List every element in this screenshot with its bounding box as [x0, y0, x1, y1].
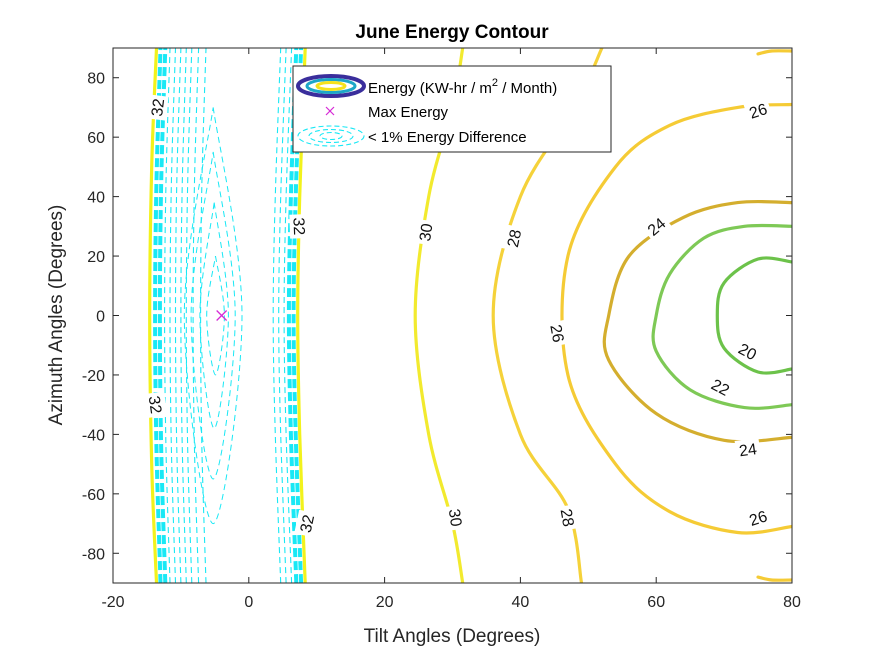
contour-label: 32 [149, 98, 168, 118]
contour-label-bg [545, 319, 570, 347]
contour-label: 28 [557, 508, 577, 529]
legend-diff-label: < 1% Energy Difference [368, 129, 527, 146]
y-tick-label: 60 [87, 130, 105, 147]
y-tick-label: 80 [87, 71, 105, 88]
contour-label-bg [743, 504, 773, 531]
contour-label: 26 [546, 323, 566, 344]
diff-contour-right [283, 48, 293, 583]
diff-contour-inner [199, 202, 229, 429]
y-axis-label: Azimuth Angles (Degrees) [46, 205, 67, 426]
contour-label-bg [743, 97, 773, 124]
y-tick-label: 0 [96, 309, 105, 326]
max-marker-stroke [216, 310, 228, 321]
contour-label: 32 [298, 513, 318, 534]
legend-energy-label: Energy (KW-hr / m2 / Month) [368, 77, 557, 97]
legend-max-marker [325, 106, 335, 116]
contour-label-bg [413, 219, 437, 246]
diff-contour-left [157, 48, 168, 583]
legend-energy-swatch [296, 74, 366, 98]
contour-label: 30 [417, 222, 436, 242]
contour-line-26 [560, 102, 792, 535]
contour-label-bg [294, 509, 319, 538]
x-tick-label: 80 [783, 594, 801, 611]
contour-line-22 [651, 223, 792, 410]
y-tick-label: -80 [82, 546, 105, 563]
y-tick-label: -40 [82, 427, 105, 444]
x-tick-label: 60 [647, 594, 665, 611]
contour-label: 20 [735, 341, 759, 364]
contour-label: 24 [738, 441, 758, 460]
legend-diff-swatch [297, 125, 365, 147]
diff-contour-inner [206, 256, 225, 376]
legend-energy-label-post: / Month) [498, 80, 557, 97]
contour-label: 32 [289, 217, 307, 235]
contour-label-bg [144, 391, 168, 418]
y-axis-ticks: -80 -60 -40 -20 0 20 40 60 80 [82, 71, 792, 563]
y-tick-label: 40 [87, 190, 105, 207]
x-axis-label: Tilt Angles (Degrees) [364, 626, 541, 647]
diff-contour-inner [190, 151, 236, 480]
contour-label-bg [145, 94, 169, 121]
y-tick-label: -20 [82, 368, 105, 385]
contour-line-26 [756, 49, 792, 56]
contour-label-bg [734, 437, 762, 461]
contour-label: 26 [747, 101, 769, 123]
contour-line-32 [148, 48, 159, 583]
contour-line-24 [602, 199, 792, 444]
contour-line-26 [756, 575, 792, 582]
contour-label: 30 [445, 508, 464, 528]
y-tick-label: 20 [87, 249, 105, 266]
diff-contour-right [278, 48, 287, 583]
contour-line-20 [715, 256, 792, 375]
x-tick-label: 40 [512, 594, 530, 611]
legend-max-label: Max Energy [368, 104, 449, 121]
contour-label-bg [444, 504, 468, 531]
chart-title: June Energy Contour [355, 22, 549, 43]
legend-energy-label-sup: 2 [492, 77, 498, 89]
legend-energy-label-pre: Energy (KW-hr / m [368, 80, 492, 97]
diff-contour-left [153, 48, 163, 583]
max-energy-marker [216, 310, 228, 321]
contour-label-bg [732, 336, 764, 366]
y-tick-label: -60 [82, 487, 105, 504]
contour-label-bg [555, 504, 580, 532]
contour-label: 22 [708, 376, 732, 399]
x-tick-label: 20 [376, 594, 394, 611]
contour-label-bg [640, 210, 672, 242]
contour-label-bg [501, 224, 526, 253]
contour-label-bg [705, 372, 736, 402]
x-axis-ticks: -20 0 20 40 60 80 [101, 48, 801, 611]
contour-label: 32 [145, 395, 164, 415]
contour-label: 28 [505, 228, 525, 249]
legend: Energy (KW-hr / m2 / Month) Max Energy <… [292, 65, 612, 153]
diff-contour-inner [183, 107, 243, 525]
x-tick-label: -20 [101, 594, 124, 611]
contour-label: 26 [747, 508, 769, 530]
diff-contour-right [272, 48, 282, 583]
contour-label-bg [289, 213, 311, 239]
x-tick-label: 0 [244, 594, 253, 611]
